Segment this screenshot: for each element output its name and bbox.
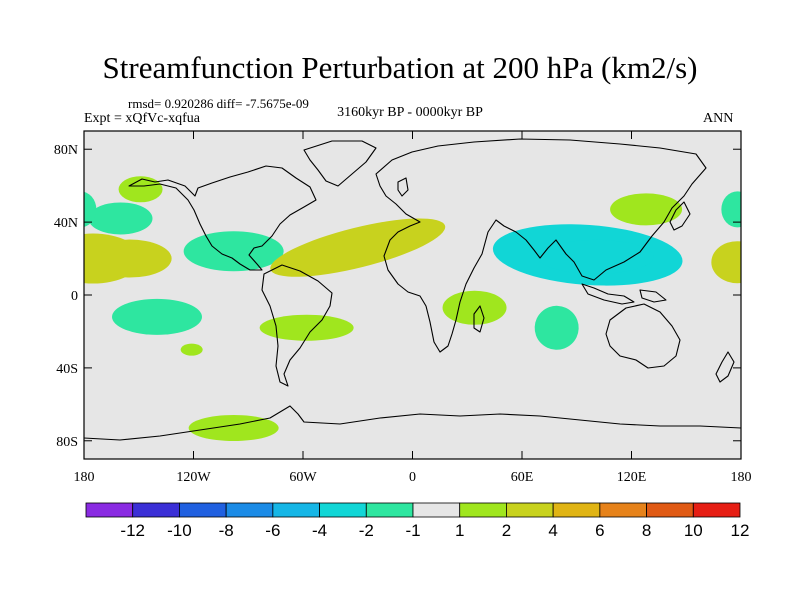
colorbar-swatch — [692, 502, 741, 518]
british-isles-coast — [397, 177, 409, 197]
anomaly-south-pacific-low — [112, 298, 202, 335]
anomaly-east-pacific-low-wrap — [84, 191, 97, 227]
x-tick-label: 0 — [409, 470, 416, 485]
x-tick-label: 180 — [731, 470, 752, 485]
new-zealand-coast — [715, 351, 735, 383]
colorbar-label: 8 — [642, 521, 651, 540]
australia-coast — [605, 303, 681, 369]
experiment-label: Expt = xQfVc-xqfua — [84, 111, 200, 126]
x-tick-label: 60E — [511, 470, 534, 485]
indonesia-coast — [581, 283, 635, 305]
x-tick-label: 120W — [176, 470, 211, 485]
y-tick-label: 40S — [56, 362, 78, 377]
colorbar-label: 12 — [731, 521, 750, 540]
anomaly-antarctic-high — [188, 415, 279, 442]
greenland-coast — [303, 140, 377, 187]
colorbar-label: -8 — [219, 521, 234, 540]
axes: 180 120W 60W 0 60E 120E 180 80N 40N 0 40S 80S — [54, 131, 752, 485]
x-tick-label: 60W — [289, 470, 317, 485]
season-label: ANN — [703, 111, 734, 126]
colorbar-label: 1 — [455, 521, 464, 540]
colorbar-swatch — [225, 502, 274, 518]
colorbar-swatch — [506, 502, 554, 518]
anomaly-east-pacific-high — [711, 241, 741, 284]
colorbar-swatch — [552, 502, 601, 518]
anomaly-gulf-low — [183, 231, 284, 272]
y-tick-label: 80S — [56, 435, 78, 450]
colorbar-label: -10 — [167, 521, 192, 540]
colorbar-label: -1 — [405, 521, 420, 540]
anomaly-core-north-pacific-high — [99, 247, 160, 270]
colorbar-swatch — [365, 502, 414, 518]
colorbar-label: -4 — [312, 521, 327, 540]
coastlines — [84, 138, 741, 441]
anomaly-south-pacific-minor — [180, 343, 203, 356]
anomaly-north-pacific-low — [88, 202, 153, 235]
colorbar-swatch — [179, 502, 227, 518]
colorbar-label: -6 — [265, 521, 280, 540]
colorbar: -12 -10 -8 -6 -4 -2 -1 1 2 4 6 8 10 12 — [85, 502, 750, 540]
anomaly-field — [84, 176, 741, 442]
colorbar-swatch — [412, 502, 461, 518]
antarctica-coast — [84, 405, 741, 441]
y-tick-label: 0 — [71, 289, 78, 304]
colorbar-swatch — [646, 502, 694, 518]
anomaly-east-asia-high — [610, 193, 683, 226]
colorbar-label: 4 — [548, 521, 557, 540]
colorbar-label: -12 — [120, 521, 145, 540]
colorbar-swatch — [272, 502, 320, 518]
new-guinea-coast — [639, 289, 667, 303]
anomaly-core-atlantic-high — [304, 230, 412, 265]
y-tick-label: 80N — [54, 143, 78, 158]
eurasia-africa-coast — [375, 138, 707, 353]
colorbar-swatch — [599, 502, 647, 518]
anomaly-alaska-low — [118, 176, 163, 203]
plot-title: Streamfunction Perturbation at 200 hPa (… — [102, 50, 698, 85]
y-tick-label: 40N — [54, 216, 78, 231]
colorbar-label: 2 — [502, 521, 511, 540]
anomaly-africa-high — [442, 290, 507, 325]
colorbar-swatch — [319, 502, 367, 518]
anomaly-east-pacific-low — [721, 191, 741, 228]
statistics-label: rmsd= 0.920286 diff= -7.5675e-09 — [128, 96, 309, 111]
period-label: 3160kyr BP - 0000kyr BP — [337, 105, 483, 120]
anomaly-east-pacific-high-wrap — [84, 241, 107, 283]
madagascar-coast — [473, 305, 485, 333]
anomaly-south-america-high — [259, 314, 354, 341]
colorbar-swatch — [132, 502, 180, 518]
colorbar-swatch — [459, 502, 507, 518]
x-tick-label: 180 — [74, 470, 95, 485]
colorbar-label: -2 — [359, 521, 374, 540]
plot-background — [84, 131, 741, 459]
colorbar-label: 10 — [684, 521, 703, 540]
anomaly-core-asia-low — [537, 239, 654, 274]
colorbar-swatch — [85, 502, 134, 518]
japan-coast — [669, 201, 691, 231]
x-tick-label: 120E — [617, 470, 647, 485]
north-america-coast — [128, 165, 317, 271]
colorbar-label: 6 — [595, 521, 604, 540]
anomaly-indian-ocean-low — [534, 305, 579, 350]
south-america-coast — [261, 264, 333, 387]
